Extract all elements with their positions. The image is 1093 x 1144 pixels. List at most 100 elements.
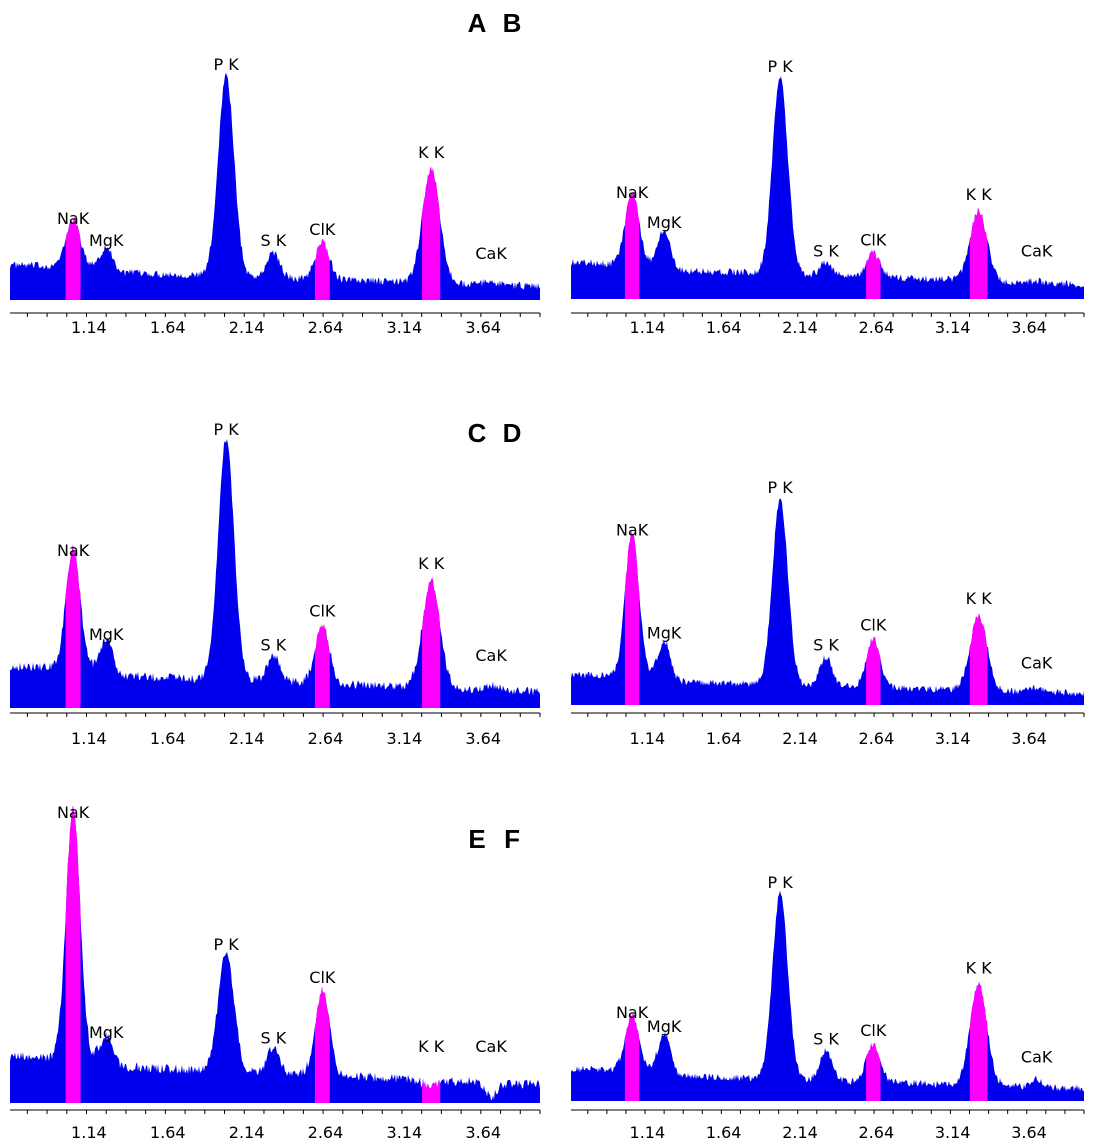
peak-label-clk: ClK [309, 968, 336, 987]
peak-label-kk: K K [418, 1037, 445, 1056]
x-tick-label: 1.64 [706, 318, 742, 337]
x-tick-label: 1.64 [706, 729, 742, 748]
spectrum-area [10, 805, 540, 1103]
spectrum-panel-f: 1.14 1.64 2.14 2.64 3.14 3.64 NaK MgK P K S K ClK K… [504, 762, 1092, 1143]
spectrum-area [571, 76, 1084, 299]
peak-label-pk: P K [768, 57, 794, 76]
x-tick-label: 3.14 [935, 318, 971, 337]
peak-label-pk: P K [213, 420, 239, 439]
peak-label-mgk: MgK [647, 1017, 682, 1036]
peak-label-cak: CaK [475, 1037, 507, 1056]
x-tick-label: 3.14 [387, 318, 423, 337]
spectrum-chart-d: 1.14 1.64 2.14 2.64 3.14 3.64 NaK MgK P K S K ClK K… [503, 418, 1085, 748]
x-tick-label: 3.64 [465, 318, 501, 337]
x-tick-label: 2.14 [782, 729, 818, 748]
highlight-window-clk [866, 76, 881, 299]
x-tick-label: 1.64 [150, 729, 186, 748]
x-tick-label: 3.14 [935, 1123, 971, 1142]
x-tick-label: 2.14 [229, 729, 265, 748]
x-tick-label: 2.14 [229, 1123, 265, 1142]
highlight-window-nak [65, 805, 81, 1103]
x-tick-label: 1.64 [150, 318, 186, 337]
panel-letter: B [503, 8, 522, 38]
spectrum-panel-e: 1.14 1.64 2.14 2.64 3.14 3.64 NaK MgK P K S K ClK K… [0, 762, 546, 1143]
x-tick-label: 1.14 [71, 1123, 107, 1142]
spectrum-area [571, 890, 1084, 1101]
peak-label-cak: CaK [475, 244, 507, 263]
highlight-window-kk [969, 498, 988, 705]
x-tick-label: 2.14 [229, 318, 265, 337]
x-tick-label: 2.64 [308, 318, 344, 337]
highlight-window-clk [866, 498, 881, 705]
x-tick-label: 1.14 [630, 318, 666, 337]
peak-label-cak: CaK [475, 646, 507, 665]
peak-label-clk: ClK [860, 615, 887, 634]
panel-letter: F [504, 824, 520, 854]
x-tick-label: 3.14 [387, 729, 423, 748]
spectrum-area [10, 72, 540, 301]
peak-label-clk: ClK [309, 220, 336, 239]
panel-letter: D [503, 418, 522, 448]
x-tick-label: 3.64 [465, 1123, 501, 1142]
peak-label-kk: K K [966, 589, 993, 608]
spectrum-panel-d: 1.14 1.64 2.14 2.64 3.14 3.64 NaK MgK P K S K ClK K… [503, 381, 1092, 762]
x-tick-label: 3.64 [1011, 318, 1047, 337]
peak-label-sk: S K [261, 1029, 287, 1048]
peak-label-sk: S K [261, 231, 287, 250]
x-tick-label: 2.64 [859, 318, 895, 337]
panel-letter: A [468, 8, 487, 38]
panel-letter: E [468, 824, 485, 854]
peak-label-sk: S K [813, 1029, 839, 1048]
peak-label-clk: ClK [860, 1021, 887, 1040]
peak-label-cak: CaK [1021, 241, 1053, 260]
panel-letter: C [468, 418, 487, 448]
spectrum-chart-b: 1.14 1.64 2.14 2.64 3.14 3.64 NaK MgK P K S K ClK K… [503, 8, 1085, 337]
peak-label-kk: K K [418, 554, 445, 573]
peak-label-mgk: MgK [89, 1023, 124, 1042]
spectrum-panel-c: 1.14 1.64 2.14 2.64 3.14 3.64 NaK MgK P K S K ClK K… [0, 381, 546, 762]
x-tick-label: 1.14 [71, 318, 107, 337]
x-tick-label: 3.14 [387, 1123, 423, 1142]
x-tick-label: 3.64 [1011, 729, 1047, 748]
x-tick-label: 1.64 [706, 1123, 742, 1142]
spectrum-area [571, 498, 1084, 705]
highlight-window-clk [866, 890, 881, 1101]
x-tick-label: 2.14 [782, 318, 818, 337]
peak-label-pk: P K [768, 478, 794, 497]
peak-label-pk: P K [213, 55, 239, 74]
highlight-window-nak [624, 890, 640, 1101]
highlight-window-nak [624, 76, 640, 299]
highlight-window-clk [314, 805, 330, 1103]
peak-label-nak: NaK [616, 1003, 649, 1022]
spectrum-chart-a: 1.14 1.64 2.14 2.64 3.14 3.64 NaK MgK P K S K ClK K… [10, 8, 541, 337]
highlight-window-nak [65, 72, 81, 300]
peak-label-pk: P K [768, 873, 794, 892]
highlight-window-kk [969, 76, 988, 299]
peak-label-kk: K K [966, 185, 993, 204]
peak-label-cak: CaK [1021, 654, 1053, 673]
peak-label-nak: NaK [57, 209, 90, 228]
spectrum-panel-b: 1.14 1.64 2.14 2.64 3.14 3.64 NaK MgK P K S K ClK K… [503, 0, 1092, 381]
x-tick-label: 1.14 [630, 729, 666, 748]
peak-label-nak: NaK [616, 520, 649, 539]
peak-label-nak: NaK [616, 183, 649, 202]
highlight-window-kk [422, 439, 441, 708]
spectrum-area [10, 439, 540, 708]
x-tick-label: 1.14 [71, 729, 107, 748]
peak-label-nak: NaK [57, 541, 90, 560]
x-tick-label: 3.64 [465, 729, 501, 748]
x-tick-label: 2.64 [859, 729, 895, 748]
peak-label-mgk: MgK [647, 623, 682, 642]
spectrum-chart-e: 1.14 1.64 2.14 2.64 3.14 3.64 NaK MgK P K S K ClK K… [10, 803, 541, 1142]
highlight-window-clk [314, 72, 330, 300]
highlight-window-kk [969, 890, 988, 1101]
highlight-window-clk [314, 439, 330, 708]
peak-label-mgk: MgK [89, 625, 124, 644]
x-tick-label: 2.64 [859, 1123, 895, 1142]
x-tick-label: 1.64 [150, 1123, 186, 1142]
spectrum-panel-a: 1.14 1.64 2.14 2.64 3.14 3.64 NaK MgK P K S K ClK K… [0, 0, 546, 381]
peak-label-kk: K K [418, 143, 445, 162]
peak-label-mgk: MgK [647, 213, 682, 232]
x-tick-label: 1.14 [630, 1123, 666, 1142]
